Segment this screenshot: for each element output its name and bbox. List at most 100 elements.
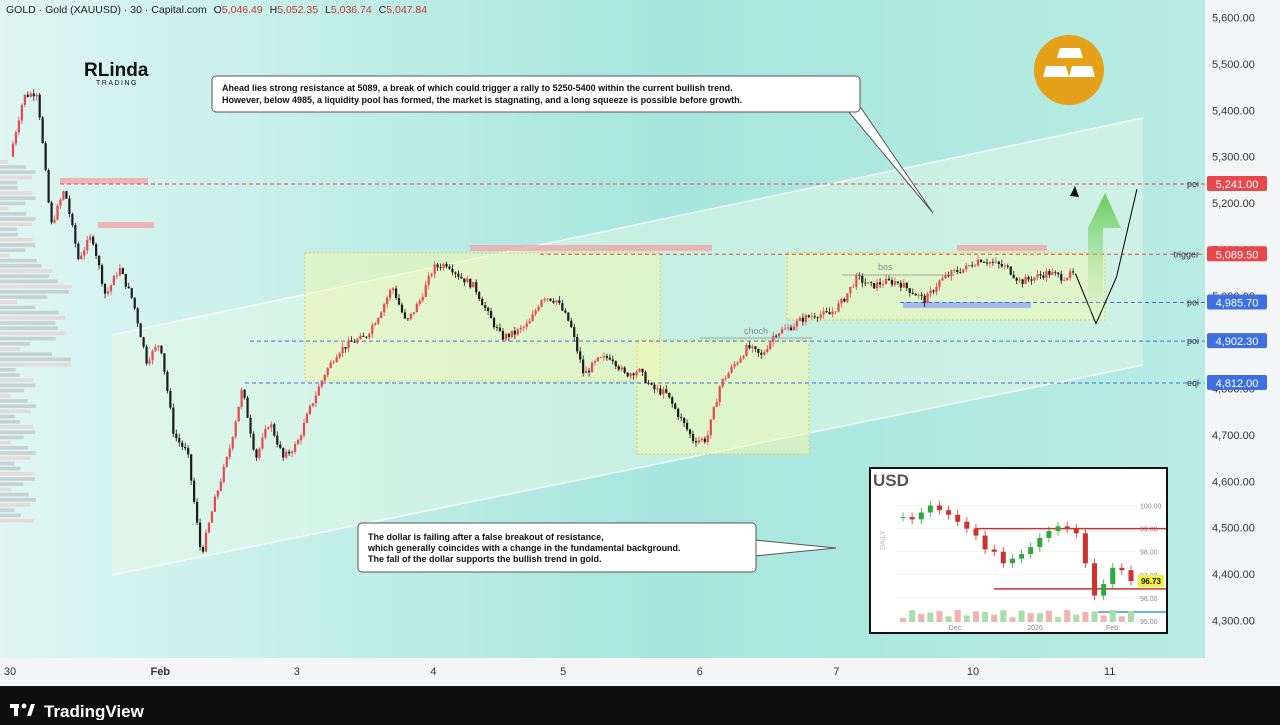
candle-body [908,288,911,293]
candle-body [1024,277,1027,285]
candle-body [1009,266,1012,275]
candle-body [914,293,917,296]
candle-body [442,263,445,269]
candle-body [308,405,312,415]
rlinda-logo: RLinda TRADING [84,60,149,87]
candle-body [938,280,941,287]
candle-body [620,367,623,370]
candle-body [412,312,415,314]
candle-body [362,335,365,337]
usd-tick-label: 99.00 [1140,527,1158,534]
candle-body [611,359,614,362]
candle-body [279,444,282,448]
bullish-arrow [1088,193,1121,312]
candle-body [956,270,959,272]
channel-lower-line [111,364,1144,576]
candle-body [596,357,600,362]
candle-body [878,282,882,285]
time-tick-label: 6 [697,666,703,678]
candle-body [739,358,742,363]
candle-body [219,481,222,491]
usd-candle [955,514,961,522]
candle-body [44,143,47,170]
candle-body [1033,277,1036,281]
usd-tick-label: 96.00 [1140,596,1158,603]
candle-body [142,337,145,347]
candle-body [409,313,412,319]
candle-body [994,261,997,263]
tradingview-logo: TradingView [10,702,145,721]
candle-body [564,310,567,313]
candle-body [14,132,18,144]
candle-body [846,293,849,302]
candle-body [56,205,59,220]
candle-body [721,378,724,387]
candle-body [510,330,513,337]
candle-body [579,351,582,360]
volume-profile-bar [0,435,24,440]
usd-candle [1110,567,1116,585]
level-price-tag[interactable] [1207,246,1267,262]
usd-inset-plot: 100.0099.0098.0097.0096.0095.00Dec2026Fe… [895,500,1166,632]
candle-body [415,303,418,313]
usd-candle [991,549,997,552]
candle-body [929,290,932,294]
candle-body [332,362,335,364]
volume-profile-bar [0,175,33,180]
level-price-tag[interactable] [1207,375,1267,391]
top-callout-line1: Ahead lies strong resistance at 5089, a … [222,83,733,93]
candle-body [62,191,65,200]
time-tick-label: 3 [294,666,300,678]
candle-body [59,199,62,206]
price-tick-label: 4,400.00 [1212,569,1255,581]
candle-body [920,294,923,296]
usd-candle [1073,528,1079,534]
candle-body [136,308,139,324]
volume-profile-bar [0,508,15,512]
candle-body [819,314,822,318]
level-name: poi [1187,179,1199,189]
candle-body [727,372,730,379]
candle-body [997,261,1000,265]
volume-profile-bar [0,165,27,169]
gold-chart[interactable]: 5,600.00 5,500.00 5,400.00 5,300.00 5,200.00… [0,0,1280,686]
candle-body [394,288,398,299]
usd-candle [946,510,952,515]
candle-body [350,340,353,342]
candle-body [644,372,647,383]
candle-body [659,388,662,395]
candle-body [353,341,356,343]
volume-profile-bar [0,446,29,450]
volume-profile-bar [0,388,25,393]
candle-body [329,362,332,369]
candle-body [421,296,424,301]
time-axis[interactable]: 30 Feb 3 4 5 6 7 10 11 [4,666,1115,678]
level-price-tag[interactable] [1207,333,1267,349]
candle-body [715,402,718,408]
volume-profile-bar [0,414,16,419]
candle-body [810,316,813,318]
level-price-tag[interactable] [1207,294,1267,310]
volume-profile-bar [0,368,16,372]
volume-profile-bar [0,321,56,325]
candle-body [1018,279,1021,281]
candle-body [573,327,576,338]
candle-body [629,373,632,377]
gold-bars-icon [1034,35,1104,105]
candle-body [154,347,157,351]
candle-body [662,389,665,395]
level-price-tag[interactable] [1207,176,1267,192]
candle-body [979,259,983,263]
candle-body [873,283,876,289]
usd-candle [1028,547,1034,555]
usd-inset-chart[interactable]: USD DAILY 100.0099.0098.0097.0096.0095.0… [869,467,1168,634]
candle-body [478,292,481,300]
usd-volume-bar [936,610,943,622]
candle-body [273,424,276,436]
candle-body [599,357,603,359]
candle-body [1012,274,1015,278]
candle-body [804,315,807,322]
candle-body [703,438,706,443]
volume-profile-bar [0,404,36,408]
